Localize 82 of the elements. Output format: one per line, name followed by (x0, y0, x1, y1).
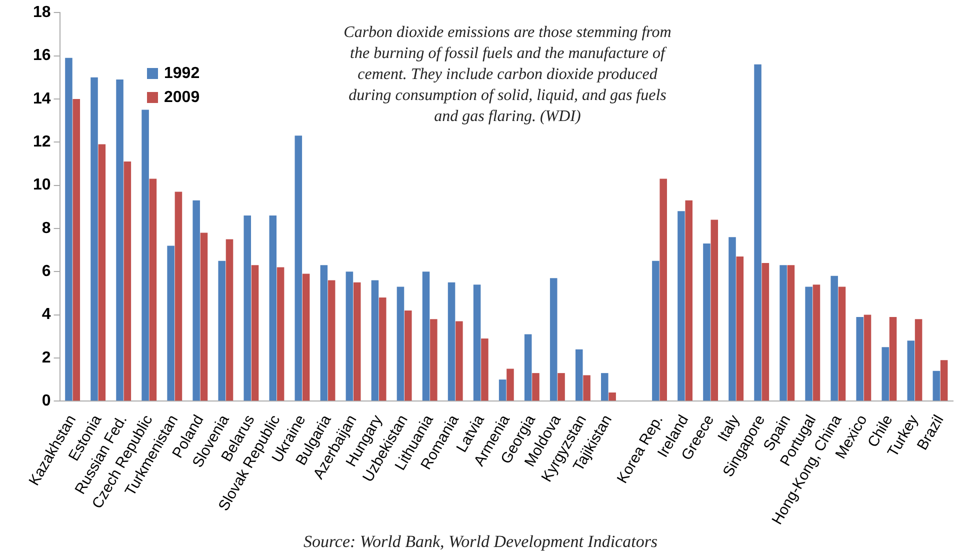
bar (830, 276, 838, 401)
bar (192, 200, 200, 401)
bar (575, 349, 583, 401)
bar (762, 262, 770, 401)
bar (506, 368, 514, 401)
bar (838, 286, 846, 401)
bar (302, 274, 310, 401)
bar (328, 280, 336, 401)
bar (498, 380, 506, 401)
bar (448, 282, 456, 401)
bar (90, 77, 98, 401)
bar (608, 392, 616, 401)
bar (812, 284, 820, 401)
bar (404, 310, 412, 401)
bar (882, 347, 890, 401)
bar (430, 319, 438, 401)
source-note: Source: World Bank, World Development Indicators (302, 532, 659, 552)
bar (294, 136, 302, 401)
bar (98, 144, 106, 401)
bar (558, 373, 565, 401)
bar (149, 178, 157, 401)
bar (889, 316, 897, 401)
bar (907, 340, 915, 401)
bar (65, 58, 72, 401)
bar (728, 237, 736, 401)
bar (914, 319, 922, 401)
bar (456, 321, 463, 401)
y-tick-label: 18 (33, 4, 51, 22)
bar (371, 280, 379, 401)
bar (932, 370, 940, 401)
bar (940, 360, 948, 401)
legend-label: 2009 (164, 89, 200, 106)
y-tick-label: 16 (33, 47, 51, 64)
bar (805, 286, 812, 401)
bar (346, 272, 354, 401)
bar (864, 314, 872, 401)
bar (703, 244, 710, 401)
bar (660, 178, 667, 401)
bar (320, 265, 328, 401)
bar (710, 220, 718, 401)
bar (226, 239, 234, 401)
bar (754, 64, 762, 401)
y-tick-label: 0 (42, 392, 51, 410)
bar (218, 260, 226, 401)
legend-label: 1992 (164, 65, 200, 82)
bar (601, 373, 608, 401)
bar (167, 246, 174, 401)
bar (72, 98, 80, 401)
annotation: Carbon dioxide emissions are those stemming from the burning of fossil fuels and the manufacture of cement. They include carbon dioxide produced during consumption of solid, liquid, and gas fuels and gas flaring. (WDI) (342, 23, 672, 127)
bar (269, 215, 277, 401)
bar (244, 215, 252, 401)
y-tick-label: 4 (42, 306, 51, 324)
y-tick-label: 8 (42, 220, 51, 237)
bar (652, 260, 660, 401)
bar (736, 256, 744, 401)
bar (532, 373, 540, 401)
bar (396, 286, 404, 401)
bar (780, 265, 787, 401)
y-tick-label: 2 (42, 349, 51, 366)
y-tick-label: 10 (33, 176, 51, 194)
y-tick-label: 14 (33, 90, 51, 108)
bar (174, 192, 182, 401)
bar (116, 80, 124, 401)
bar (353, 282, 361, 401)
bar (422, 272, 430, 401)
bar (142, 110, 149, 401)
bar (524, 334, 532, 401)
y-tick-label: 12 (33, 134, 51, 151)
bar (787, 265, 795, 401)
bar (251, 265, 259, 401)
bar (685, 200, 693, 401)
bar (200, 232, 208, 401)
bar (481, 338, 488, 401)
bar (124, 162, 132, 401)
bar (550, 278, 558, 401)
bar (583, 375, 590, 401)
bar (856, 316, 864, 401)
bar (276, 267, 284, 401)
bar (473, 284, 481, 401)
bar (678, 211, 685, 401)
y-tick-label: 6 (42, 263, 51, 280)
bar (378, 298, 386, 401)
